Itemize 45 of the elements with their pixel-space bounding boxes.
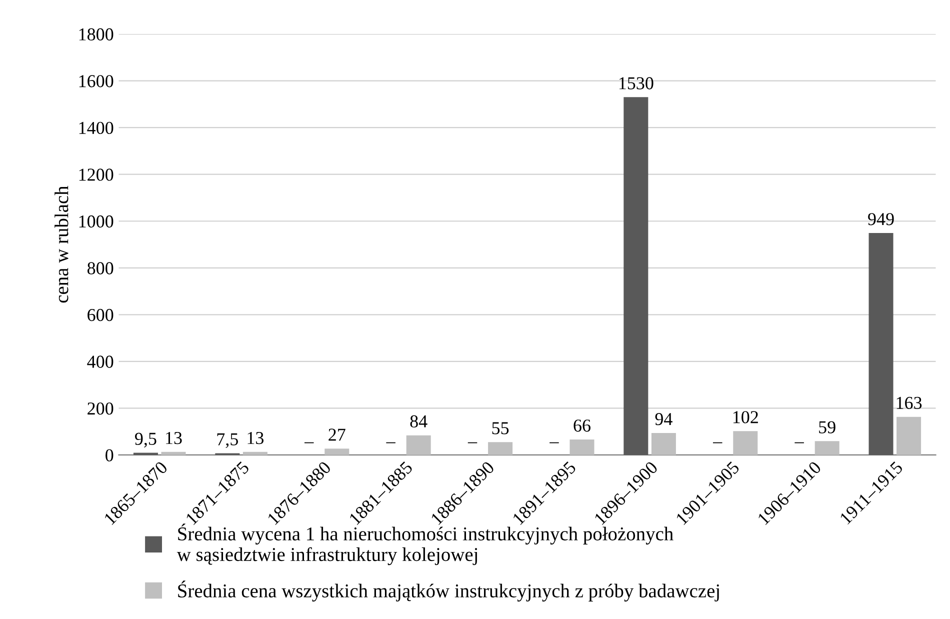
y-tick-label: 1400 <box>79 122 114 134</box>
y-tick-label: 1600 <box>79 75 114 88</box>
data-label: 102 <box>733 411 758 424</box>
y-tick-label: 200 <box>88 402 114 415</box>
bar <box>868 233 894 455</box>
data-label: 55 <box>492 422 509 434</box>
data-label: 84 <box>410 415 428 428</box>
data-label: 949 <box>868 213 894 226</box>
bar <box>324 448 350 455</box>
text: – <box>304 442 314 444</box>
text: – <box>794 442 804 444</box>
data-label: 59 <box>819 421 836 434</box>
bar <box>488 442 513 455</box>
text: – <box>712 442 722 444</box>
y-tick-label: 1000 <box>79 215 114 228</box>
y-axis-title: cena w rublach <box>54 186 68 303</box>
data-label: 1530 <box>619 77 654 90</box>
y-tick-label: 800 <box>87 262 114 274</box>
data-label: 9,5 <box>135 432 156 448</box>
bar <box>814 441 840 455</box>
text: – <box>550 442 559 444</box>
bar <box>570 440 594 455</box>
data-label: 163 <box>896 396 922 410</box>
data-label: 27 <box>328 428 346 441</box>
bar <box>896 416 922 455</box>
y-tick-label: 1800 <box>79 28 114 40</box>
bar <box>733 431 758 455</box>
bar <box>651 432 676 455</box>
data-label: 7,5 <box>217 433 238 448</box>
legend-label: Średnia wycena 1 ha nieruchomości instrukcyjnych położonych w sąsiedztwie infrastruktury kolejowej <box>176 524 674 566</box>
y-tick-label: 1200 <box>79 168 114 181</box>
text: – <box>468 442 478 444</box>
legend-label: Średnia cena wszystkich majątków instrukcyjnych z próby badawczej <box>178 580 719 602</box>
data-label: 13 <box>248 432 264 444</box>
bar <box>242 452 268 455</box>
y-tick-label: 400 <box>87 356 114 368</box>
bar <box>406 435 431 455</box>
data-label: 66 <box>574 420 590 432</box>
text: – <box>386 442 396 444</box>
y-tick-label: 0 <box>106 449 114 462</box>
y-tick-label: 600 <box>88 308 114 322</box>
data-label: 13 <box>166 432 182 444</box>
bar <box>161 452 186 455</box>
bar <box>624 97 648 455</box>
data-label: 94 <box>655 413 672 426</box>
